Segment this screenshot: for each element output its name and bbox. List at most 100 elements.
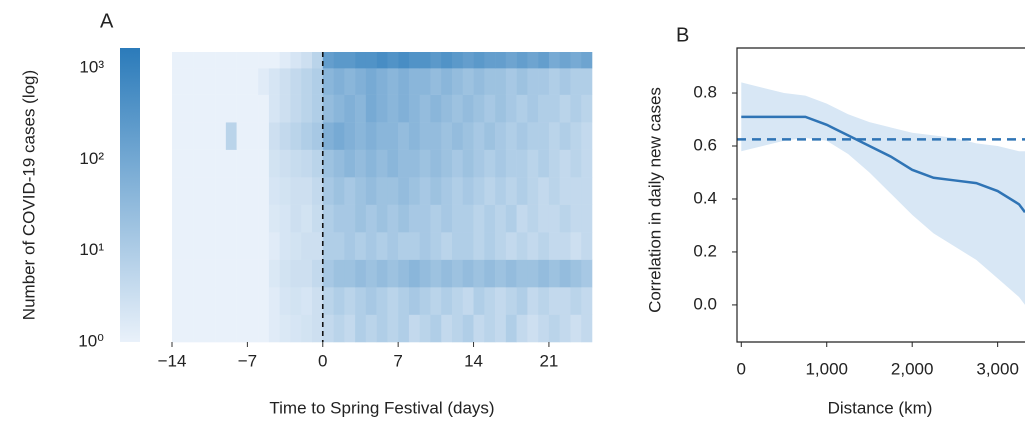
heat-cell [527,287,539,315]
heat-cell [225,314,237,343]
heat-cell [387,232,399,260]
heat-cell [290,204,302,233]
heat-cell [538,52,550,69]
heat-cell [355,232,367,260]
heat-cell [279,314,291,343]
heat-cell [548,204,560,233]
heat-cell [408,94,420,123]
heat-cell [247,259,259,288]
heat-cell [495,68,507,95]
heat-cell [538,232,550,260]
heat-cell [247,68,259,95]
heat-cell [312,122,324,150]
heat-cell [398,68,410,95]
heat-cell [290,68,302,95]
heat-cell [225,94,237,123]
heat-cell [419,232,431,260]
heat-cell [322,232,334,260]
heat-cell [344,149,356,178]
heat-cell [473,122,485,150]
heat-cell [215,122,227,150]
heat-cell [408,52,420,69]
heat-cell [484,122,496,150]
heat-cell [473,204,485,233]
heat-cell [548,314,560,343]
heat-cell [398,314,410,343]
line [741,115,1025,213]
heat-cell [172,259,184,288]
heat-cell [258,287,270,315]
heat-cell [204,177,216,205]
heat-cell [441,259,453,288]
heat-cell [419,149,431,178]
heat-cell [376,177,388,205]
x-tick-label: 14 [464,351,483,370]
heat-cell [355,68,367,95]
heat-cell [301,232,313,260]
heat-cell [247,232,259,260]
heat-cell [247,287,259,315]
heat-cell [236,52,248,69]
heat-cell [387,122,399,150]
heat-cell [398,204,410,233]
heat-cell [312,94,324,123]
heat-cell [322,68,334,95]
heat-cell [538,177,550,205]
heat-cell [516,52,528,69]
heat-cell [527,177,539,205]
heat-cell [473,177,485,205]
heat-cell [172,94,184,123]
heat-cell [387,149,399,178]
heat-cell [570,232,582,260]
heat-cell [182,122,194,150]
heat-cell [215,94,227,123]
heat-cell [516,287,528,315]
y-tick-label: 0.8 [693,83,717,102]
heat-cell [581,122,593,150]
heat-cell [548,287,560,315]
x-tick-label: 21 [539,351,558,370]
heat-cell [322,287,334,315]
heat-cell [193,232,205,260]
heat-cell [505,149,517,178]
heat-cell [548,52,560,69]
heat-cell [215,204,227,233]
heat-cell [225,177,237,205]
heat-cell [365,259,377,288]
heat-cell [505,232,517,260]
x-axis-title: Distance (km) [828,398,933,417]
heat-cell [376,122,388,150]
heat-cell [182,287,194,315]
heat-cell [333,232,345,260]
heat-cell [538,287,550,315]
heat-cell [484,204,496,233]
heat-cell [570,204,582,233]
heat-cell [204,122,216,150]
heat-cell [387,68,399,95]
heat-cell [559,94,571,123]
heat-cell [387,259,399,288]
heat-cell [495,122,507,150]
heat-cell [505,204,517,233]
heat-cell [484,94,496,123]
heat-cell [452,204,464,233]
heat-cell [225,68,237,95]
heat-cell [505,314,517,343]
heat-cell [430,287,442,315]
heat-cell [355,177,367,205]
heat-cell [387,177,399,205]
heat-cell [484,287,496,315]
heat-cell [301,287,313,315]
x-tick-label: 0 [318,351,327,370]
heat-cell [193,52,205,69]
heat-cell [473,52,485,69]
heat-cell [452,287,464,315]
heat-cell [559,259,571,288]
heat-cell [473,68,485,95]
heat-cell [290,177,302,205]
heat-cell [376,52,388,69]
heat-cell [430,177,442,205]
heat-cell [495,204,507,233]
heat-cell [225,287,237,315]
heat-cell [365,314,377,343]
